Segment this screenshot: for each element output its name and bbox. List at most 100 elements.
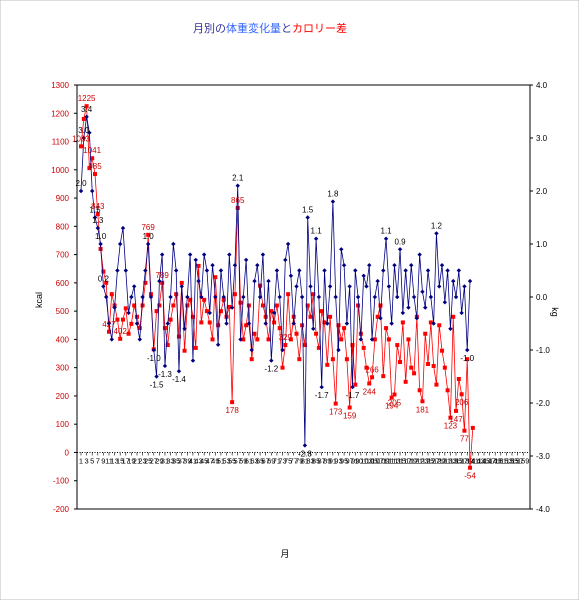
data-point-kcal xyxy=(143,280,148,285)
data-point-kcal xyxy=(409,365,414,370)
data-point-kg xyxy=(392,263,397,268)
data-point-kg xyxy=(459,310,464,316)
data-point-kg xyxy=(431,321,436,326)
data-point-kcal xyxy=(249,357,254,362)
data-point-kg xyxy=(134,321,140,326)
data-label: 0.9 xyxy=(394,237,406,246)
data-point-kcal xyxy=(468,465,473,470)
data-label: 427 xyxy=(102,320,116,329)
data-point-kg xyxy=(157,278,162,284)
y-tick-label-right: 3.0 xyxy=(536,134,548,143)
data-point-kg xyxy=(215,342,221,347)
data-point-kg xyxy=(291,321,296,326)
x-tick-label: 155 xyxy=(506,456,519,465)
y-tick-label-left: 900 xyxy=(56,194,70,203)
data-point-kg xyxy=(246,321,252,326)
x-tick-label: 27 xyxy=(150,456,158,465)
data-point-kg xyxy=(145,241,151,247)
data-point-kcal xyxy=(454,408,459,413)
data-point-kg xyxy=(445,268,450,273)
data-point-kg xyxy=(375,278,380,284)
x-tick-label: 119 xyxy=(405,456,417,465)
data-label: 1.2 xyxy=(431,221,443,230)
data-label: 266 xyxy=(365,365,379,374)
x-tick-label: 97 xyxy=(346,456,354,465)
data-point-kg xyxy=(218,268,224,273)
data-point-kcal xyxy=(140,303,145,308)
data-point-kg xyxy=(106,321,112,326)
data-point-kg xyxy=(129,294,134,300)
data-point-kg xyxy=(232,263,238,268)
data-point-kcal xyxy=(92,172,97,177)
data-label: 769 xyxy=(141,223,155,232)
data-point-kg xyxy=(330,199,336,204)
data-labels: 1083122510419858434274027697898651783291… xyxy=(72,94,476,481)
data-point-kg xyxy=(213,294,218,300)
x-tick-label: 1 xyxy=(79,456,83,465)
data-label: -54 xyxy=(464,472,476,481)
x-tick-label: 5 xyxy=(90,456,94,465)
x-tick-label: 19 xyxy=(127,456,135,465)
data-point-kcal xyxy=(386,337,391,342)
data-point-kg xyxy=(173,268,179,273)
data-point-kg xyxy=(207,310,212,316)
x-tick-label: 11 xyxy=(105,456,113,465)
x-tick-label: 153 xyxy=(500,456,513,465)
data-point-kg xyxy=(364,284,369,289)
data-point-kg xyxy=(176,369,182,374)
x-tick-label: 131 xyxy=(439,456,452,465)
x-tick-label: 63 xyxy=(250,456,258,465)
data-point-kcal xyxy=(179,280,184,285)
data-label: 173 xyxy=(329,408,343,417)
y-tick-label-left: 0 xyxy=(65,448,70,457)
y-tick-label-right: -2.0 xyxy=(536,399,550,408)
data-point-kcal xyxy=(339,337,344,342)
data-label: 194 xyxy=(385,402,399,411)
data-point-kg xyxy=(92,215,98,220)
data-point-kg xyxy=(179,284,184,289)
data-point-kcal xyxy=(118,336,123,341)
data-point-kg xyxy=(252,278,257,284)
data-point-kg xyxy=(187,252,193,257)
data-point-kg xyxy=(448,326,453,331)
data-point-kcal xyxy=(294,331,299,336)
data-point-kg xyxy=(159,252,165,257)
x-tick-label: 9 xyxy=(101,456,105,465)
x-tick-label: 139 xyxy=(461,456,474,465)
x-tick-label: 159 xyxy=(517,456,530,465)
data-point-kcal xyxy=(316,345,321,350)
x-tick-label: 127 xyxy=(427,456,440,465)
data-point-kcal xyxy=(356,303,361,308)
data-point-kg xyxy=(333,294,338,300)
data-point-kcal xyxy=(353,382,358,387)
data-label: 159 xyxy=(343,412,357,421)
data-point-kg xyxy=(168,294,173,300)
data-point-kg xyxy=(353,268,358,273)
data-point-kcal xyxy=(188,297,193,302)
y-tick-label-left: 100 xyxy=(56,420,70,429)
x-tick-label: 99 xyxy=(351,456,359,465)
data-point-kg xyxy=(417,252,422,257)
x-tick-label: 15 xyxy=(116,456,124,465)
data-point-kg xyxy=(283,257,288,263)
data-point-kg xyxy=(131,284,137,289)
data-point-kcal xyxy=(437,323,442,328)
data-point-kcal xyxy=(428,320,433,325)
data-point-kcal xyxy=(182,348,187,353)
data-point-kcal xyxy=(314,331,319,336)
data-label: 0.2 xyxy=(98,274,110,283)
data-point-kcal xyxy=(162,326,167,331)
data-point-kcal xyxy=(157,303,162,308)
chart-title-part: 月別の xyxy=(193,22,226,35)
data-point-kg xyxy=(260,252,266,257)
x-tick-label: 3 xyxy=(85,456,89,465)
data-point-kcal xyxy=(274,303,279,308)
y-tick-label-left: 200 xyxy=(56,392,70,401)
chart-title-part: と xyxy=(281,22,292,35)
data-point-kcal xyxy=(90,156,95,161)
data-label: 329 xyxy=(279,333,293,342)
data-label: 402 xyxy=(114,327,128,336)
data-point-kg xyxy=(395,294,400,300)
data-point-kcal xyxy=(384,326,389,331)
